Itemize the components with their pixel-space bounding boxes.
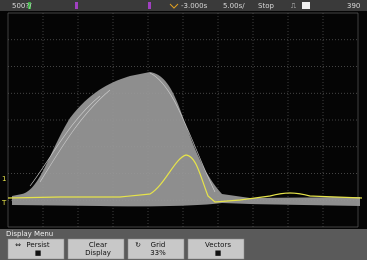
status-delay: -3.000s <box>181 2 208 10</box>
softkey-value: Display <box>85 249 111 257</box>
softkey-label: Persist <box>26 241 49 249</box>
trigger-channel <box>302 2 310 9</box>
menu-title: Display Menu <box>6 230 53 238</box>
channel-marker <box>148 2 151 9</box>
softkey-label: Grid <box>151 241 166 249</box>
softkey-value: ■ <box>215 249 222 257</box>
softkey-label: Vectors <box>205 241 231 249</box>
softkey-icon: ⇔ <box>15 241 21 249</box>
page: {"status_bar": {"items": ["500?/", "-3.0… <box>0 0 367 260</box>
channel-ground-marker: 1 <box>2 175 6 183</box>
status-scale: 500?/ <box>12 2 32 10</box>
status-timebase: 5.00s/ <box>223 2 245 10</box>
scope-screen: 500?/ -3.000s 5.00s/ Stop ⎍ 390 1 T Disp… <box>0 0 367 260</box>
softkey-value: 33% <box>150 249 166 257</box>
softkey-value: ■ <box>35 249 42 257</box>
channel-marker <box>75 2 78 9</box>
softkey-icon: ↻ <box>135 241 141 249</box>
status-level: 390 <box>347 2 360 10</box>
status-run: Stop <box>258 2 274 10</box>
trigger-icon: ⎍ <box>291 2 296 10</box>
softkey-label: Clear <box>89 241 107 249</box>
trigger-level-marker: T <box>1 199 7 207</box>
